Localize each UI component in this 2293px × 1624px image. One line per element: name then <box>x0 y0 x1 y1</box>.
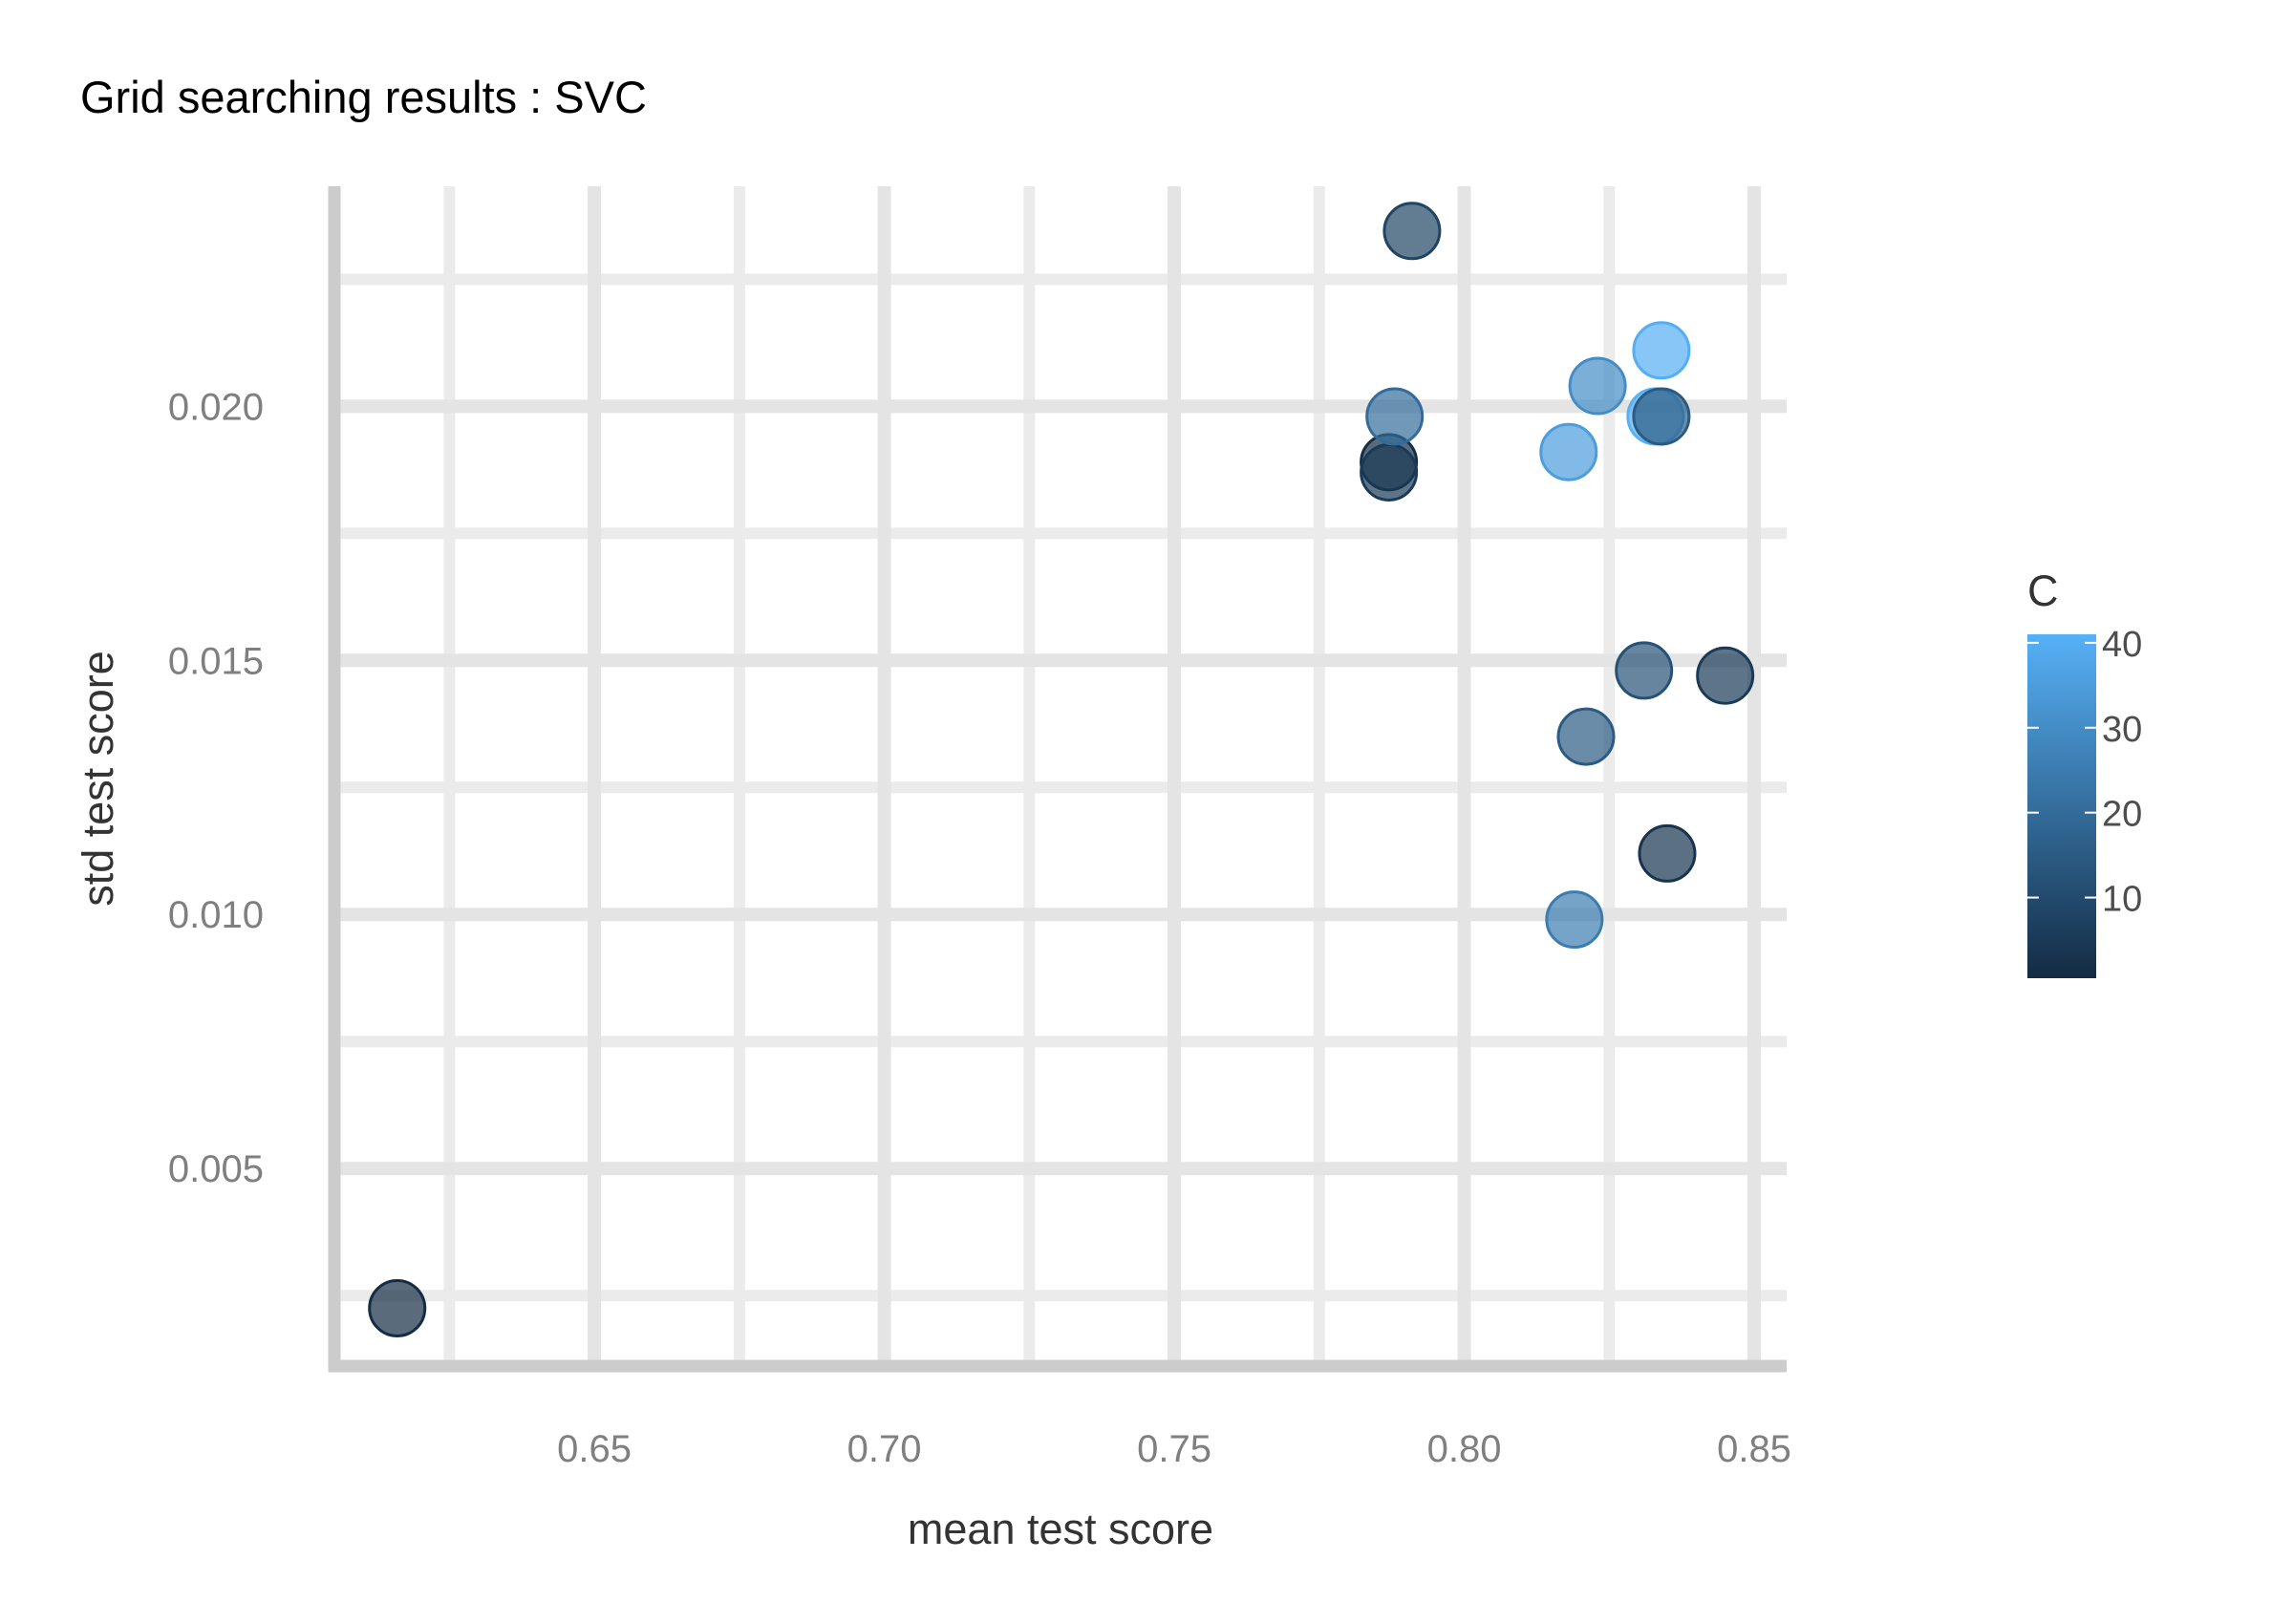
chart-title: Grid searching results : SVC <box>80 72 647 122</box>
y-tick-label: 0.005 <box>168 1148 264 1190</box>
legend-title: C <box>2027 566 2059 615</box>
x-tick-label: 0.85 <box>1717 1428 1791 1470</box>
data-point <box>1632 321 1691 380</box>
data-point <box>1568 356 1627 416</box>
data-point <box>1556 707 1616 766</box>
tick-labels: 0.65 0.70 0.75 0.80 0.85 0.005 0.010 0.015 0.020 <box>168 386 1791 1470</box>
y-axis-label: std test score <box>74 651 122 907</box>
data-point <box>1360 442 1419 502</box>
data-point <box>1382 202 1442 261</box>
data-points <box>368 202 1755 1337</box>
legend-tick-label: 10 <box>2102 880 2142 920</box>
legend-ticks: 10 20 30 40 <box>2027 625 2142 920</box>
x-tick-label: 0.70 <box>847 1428 922 1470</box>
data-point <box>1638 823 1697 883</box>
legend-tick-label: 30 <box>2102 710 2142 750</box>
data-point <box>1365 387 1425 446</box>
legend-tick-label: 40 <box>2102 625 2142 665</box>
grid-layer <box>336 186 1787 1364</box>
y-tick-label: 0.010 <box>168 894 264 936</box>
legend-tick-label: 20 <box>2102 795 2142 835</box>
x-axis-label: mean test score <box>908 1505 1213 1553</box>
y-tick-label: 0.020 <box>168 386 264 428</box>
data-point <box>1545 890 1604 950</box>
data-point <box>368 1278 427 1337</box>
color-legend: C 10 20 30 40 <box>2027 566 2142 978</box>
x-tick-label: 0.75 <box>1137 1428 1211 1470</box>
y-tick-label: 0.015 <box>168 640 264 682</box>
axis-layer <box>328 186 1787 1373</box>
colorbar <box>2027 634 2096 978</box>
data-point <box>1632 387 1691 446</box>
data-point <box>1696 646 1755 705</box>
x-tick-label: 0.80 <box>1427 1428 1502 1470</box>
x-tick-label: 0.65 <box>557 1428 632 1470</box>
data-point <box>1615 641 1674 700</box>
data-point <box>1539 422 1598 481</box>
